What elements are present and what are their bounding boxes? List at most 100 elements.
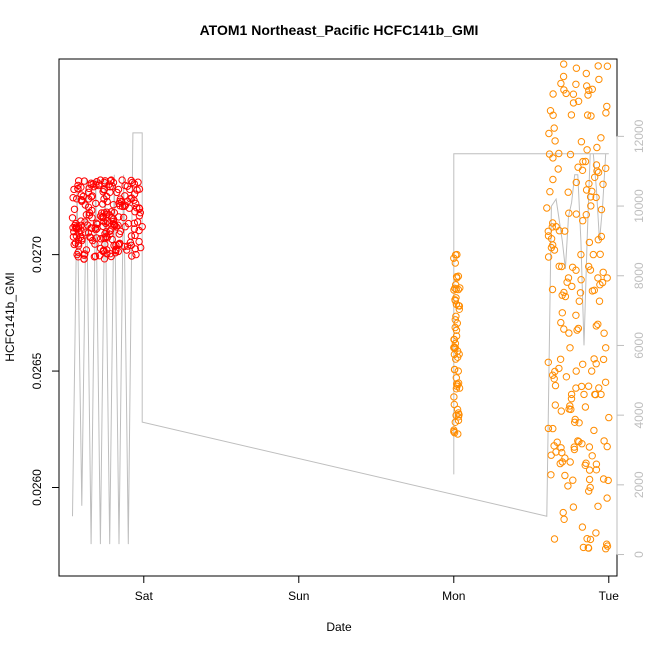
data-point [596,250,604,259]
y-tick-label: 0.0265 [30,352,44,389]
y2-tick-label: 12000 [632,119,646,153]
data-point [547,451,555,459]
data-point [107,176,115,184]
chart-title: ATOM1 Northeast_Pacific HCFC141b_GMI [200,22,479,38]
data-point [100,255,109,263]
y2-tick-label: 2000 [632,471,646,498]
data-point [543,204,551,212]
data-point [558,291,566,299]
data-point [112,241,120,250]
data-point [569,476,577,484]
data-point [559,72,568,81]
data-point [585,487,593,495]
data-point [110,209,119,217]
data-point [77,183,85,192]
data-point [561,454,569,462]
data-point [592,460,601,468]
data-point [562,373,571,381]
data-point [130,190,139,198]
data-point [92,225,100,234]
data-point [453,250,461,259]
data-point [554,165,562,173]
data-point [544,232,553,240]
x-tick-label: Sat [135,589,154,603]
data-point [588,187,596,196]
data-point [102,228,110,236]
data-point [566,402,574,410]
data-point [548,223,556,231]
data-point [594,62,602,70]
data-point [574,324,583,333]
data-point [603,62,612,70]
data-point [603,274,611,282]
data-point [88,236,97,245]
data-point [454,272,463,280]
data-point [453,405,462,414]
data-point [588,367,596,375]
data-point [127,176,135,185]
data-point [452,355,460,363]
altitude-line [72,132,609,545]
data-point [566,150,575,159]
data-point [69,194,77,202]
y2-tick-label: 4000 [632,401,646,428]
data-point [570,443,578,451]
data-point [559,508,567,517]
data-point [121,181,129,190]
data-point [590,355,598,363]
data-point [603,540,611,548]
data-point [85,211,94,219]
y-axis-label: HCFC141b_GMI [3,272,17,361]
data-point [453,274,461,282]
data-point [565,405,573,413]
data-point [564,482,572,490]
data-point [591,173,599,182]
data-point [584,544,593,552]
data-point [77,226,85,235]
y-axis-left: 0.0260 0.0265 0.0270 [30,236,59,506]
data-point [579,360,587,368]
data-point [579,217,587,225]
data-point [586,535,595,544]
data-point [572,80,580,89]
data-point [570,445,579,454]
data-point [93,220,102,229]
data-point [582,186,591,194]
data-point [105,180,114,188]
data-point [103,246,111,254]
data-point [583,111,592,119]
data-point [583,146,591,154]
data-point [68,214,77,222]
data-point [574,97,583,106]
data-point [454,285,463,294]
data-point [96,176,105,184]
data-point [132,250,140,259]
data-point [548,285,557,294]
data-point [602,344,610,352]
data-point [599,180,607,189]
data-point [100,186,108,194]
data-point [567,390,576,399]
data-point [594,502,602,510]
data-point [603,442,611,451]
data-point [601,378,610,386]
data-point [567,111,576,119]
data-point [126,185,134,194]
data-point [114,221,122,229]
data-point [561,227,569,235]
data-point [595,297,604,305]
data-point [553,438,561,446]
data-point [451,284,459,292]
data-point [577,250,585,259]
data-point [597,205,606,214]
data-point [109,201,118,209]
data-point [603,494,611,502]
data-point [590,426,598,435]
data-point [558,458,566,466]
data-point [78,236,86,245]
data-point [558,262,566,271]
data-point [567,395,576,403]
data-point [552,223,560,231]
data-point [592,322,600,330]
data-point [600,437,608,445]
